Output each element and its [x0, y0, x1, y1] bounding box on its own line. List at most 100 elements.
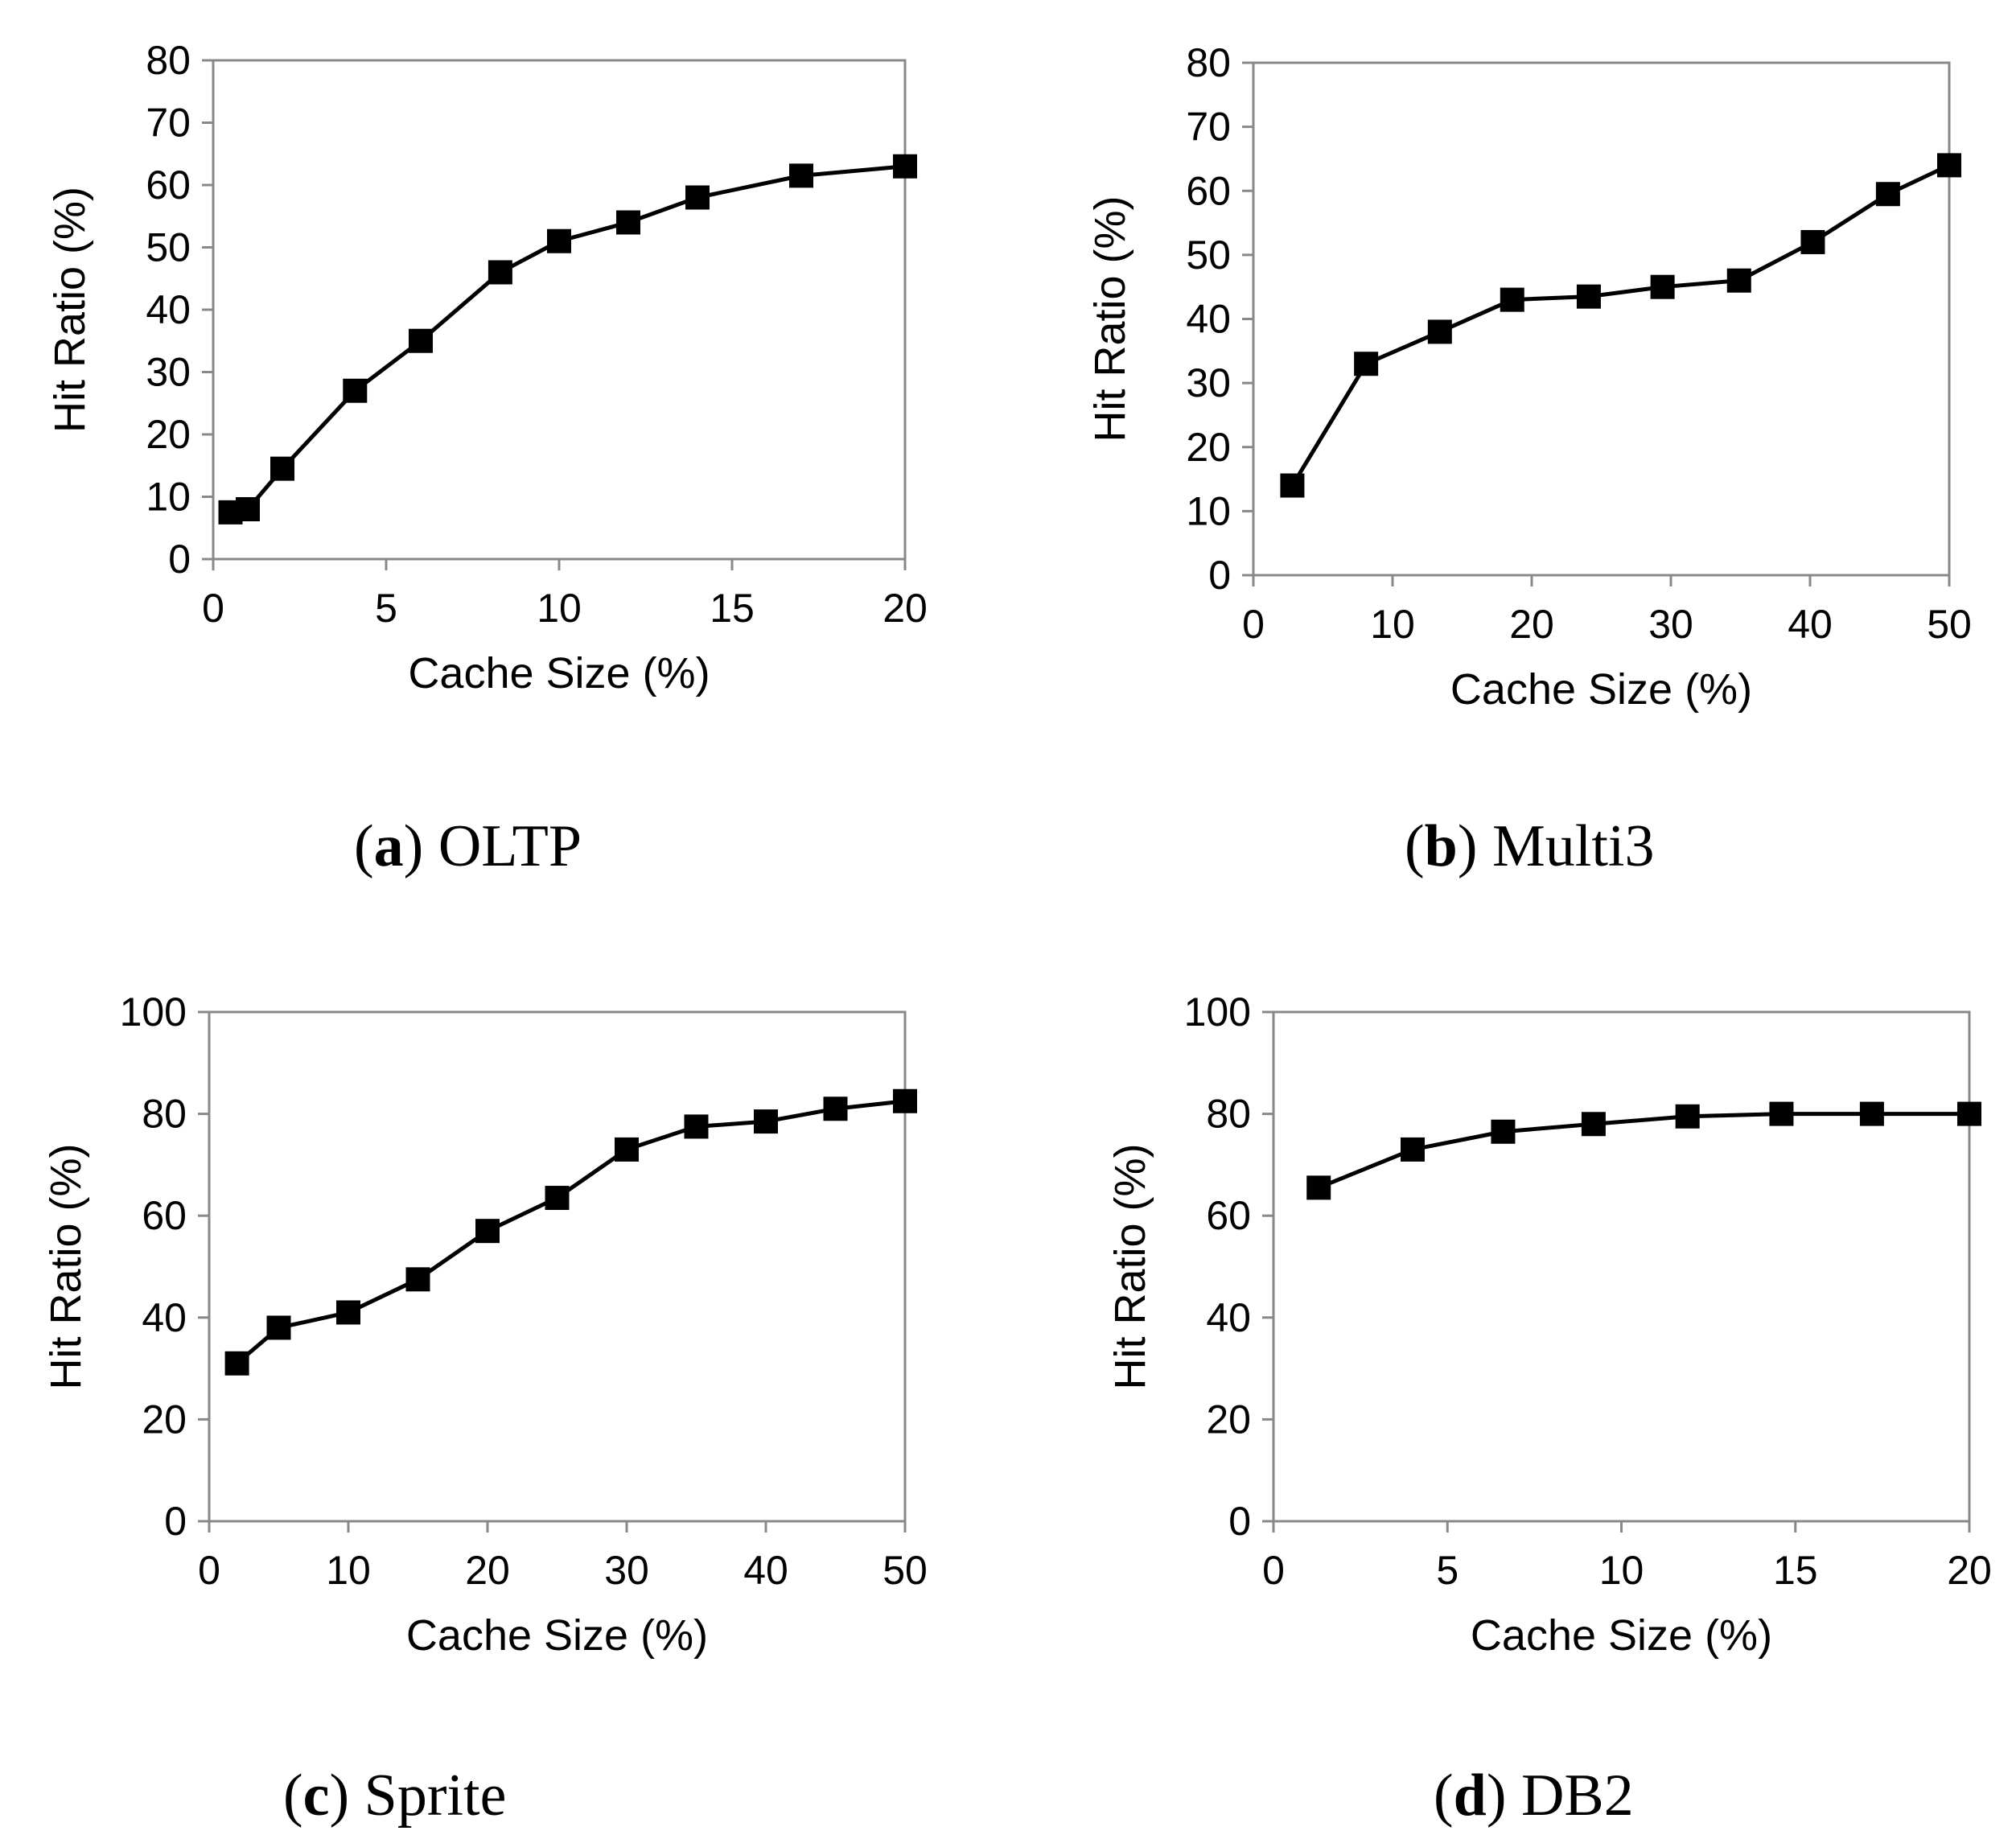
data-point	[893, 1088, 917, 1113]
y-tick-label: 60	[146, 163, 191, 208]
chart-svg-sprite: 0 20 40 60 80 100 0 10 20 30 40 50 Cache Size (%) Hit…	[42, 989, 928, 1660]
data-point	[409, 328, 433, 353]
y-tick-label: 80	[142, 1092, 187, 1137]
data-point	[1491, 1119, 1516, 1144]
data-point	[547, 228, 571, 253]
x-axis-title: Cache Size (%)	[408, 649, 710, 697]
data-point	[236, 497, 260, 521]
x-tick-label: 40	[743, 1548, 788, 1593]
x-tick-label: 5	[375, 586, 397, 631]
y-tick-label: 20	[146, 412, 191, 457]
y-tick-label: 100	[120, 989, 187, 1035]
plot-frame	[1272, 1010, 1971, 1523]
data-point	[1800, 229, 1825, 254]
x-axis-title: Cache Size (%)	[1450, 665, 1752, 714]
data-point	[270, 456, 294, 481]
chart-svg-db2: 0 20 40 60 80 100 0 5 10 15 20 Cache Size (%) Hit Ra…	[1106, 989, 1992, 1660]
data-point	[1581, 1112, 1606, 1137]
series-line	[1290, 163, 1951, 487]
data-point	[1354, 352, 1379, 376]
x-tick-label: 30	[604, 1548, 649, 1593]
y-tick-label: 60	[1206, 1193, 1251, 1238]
y-tick-label: 20	[1206, 1397, 1251, 1442]
data-point	[1937, 153, 1961, 178]
x-tick-label: 10	[326, 1548, 371, 1593]
caption-text: DB2	[1520, 1763, 1634, 1829]
caption-text: Multi3	[1491, 813, 1655, 879]
caption-text: OLTP	[438, 813, 582, 879]
data-point	[1957, 1101, 1981, 1126]
chart-panel-oltp: 0 10 20 30 40 50 60 70 80 0 5 10 15 20 Cache Size (%) H…	[0, 0, 1008, 920]
x-tick-label: 50	[883, 1548, 928, 1593]
data-point	[1306, 1175, 1331, 1200]
data-point	[615, 1137, 639, 1162]
data-point	[1859, 1101, 1884, 1126]
caption-letter: c	[302, 1763, 330, 1829]
y-tick-label: 10	[146, 475, 191, 520]
data-point	[336, 1300, 360, 1325]
x-axis-title: Cache Size (%)	[1471, 1611, 1772, 1660]
y-tick-label: 0	[164, 1499, 187, 1544]
x-tick-label: 0	[202, 586, 224, 631]
caption-letter: b	[1424, 813, 1458, 879]
data-point	[685, 185, 710, 210]
caption-text: Sprite	[364, 1763, 507, 1829]
caption-sprite: (c) Sprite	[283, 1763, 507, 1829]
data-point	[224, 1351, 249, 1376]
data-point	[789, 163, 813, 188]
caption-oltp: (a) OLTP	[354, 813, 582, 879]
y-tick-label: 30	[1186, 360, 1231, 405]
caption-letter: a	[373, 813, 404, 879]
series-line	[1318, 1112, 1969, 1190]
chart-svg-multi3: 0 10 20 30 40 50 60 70 80 0 10 20 30 40 50 Cache Size (…	[1086, 40, 1972, 714]
chart-svg-oltp: 0 10 20 30 40 50 60 70 80 0 5 10 15 20 Cache Size (%) H…	[46, 38, 928, 697]
data-point	[823, 1096, 848, 1121]
chart-panel-db2: 0 20 40 60 80 100 0 5 10 15 20 Cache Size (%) Hit Ra…	[1008, 920, 2016, 1839]
plot-frame	[1252, 61, 1951, 577]
x-tick-label: 0	[1242, 602, 1265, 647]
y-tick-label: 30	[146, 350, 191, 395]
data-point	[475, 1219, 500, 1244]
y-tick-label: 40	[142, 1295, 187, 1340]
y-tick-label: 40	[146, 287, 191, 332]
y-axis-title: Hit Ratio (%)	[42, 1143, 90, 1389]
data-point	[1280, 473, 1305, 498]
data-point	[1875, 182, 1900, 207]
y-tick-label: 50	[1186, 232, 1231, 278]
y-tick-label: 50	[146, 225, 191, 270]
caption-letter: d	[1453, 1763, 1487, 1829]
y-axis-title: Hit Ratio (%)	[1086, 195, 1134, 442]
y-tick-label: 80	[146, 38, 191, 83]
x-tick-label: 30	[1648, 602, 1693, 647]
data-point	[1427, 319, 1452, 344]
x-tick-label: 20	[1509, 602, 1554, 647]
x-tick-label: 10	[1599, 1548, 1644, 1593]
x-tick-label: 10	[537, 586, 582, 631]
y-tick-label: 0	[1208, 553, 1231, 598]
data-point	[754, 1109, 778, 1134]
y-tick-label: 40	[1186, 297, 1231, 342]
data-point	[1500, 287, 1524, 312]
data-point	[1726, 268, 1751, 293]
x-tick-label: 20	[465, 1548, 510, 1593]
y-tick-label: 80	[1206, 1092, 1251, 1137]
y-tick-label: 20	[1186, 425, 1231, 470]
y-tick-label: 70	[1186, 105, 1231, 150]
x-tick-label: 0	[1262, 1548, 1285, 1593]
data-point	[343, 378, 368, 403]
data-point	[1769, 1101, 1794, 1126]
data-point	[266, 1315, 291, 1340]
x-tick-label: 0	[198, 1548, 220, 1593]
data-point	[1650, 274, 1675, 299]
chart-panel-sprite: 0 20 40 60 80 100 0 10 20 30 40 50 Cache Size (%) Hit…	[0, 920, 1008, 1839]
y-tick-label: 100	[1184, 989, 1251, 1035]
y-tick-label: 80	[1186, 40, 1231, 85]
data-point	[1675, 1104, 1700, 1129]
x-axis-title: Cache Size (%)	[406, 1611, 708, 1660]
series-line	[230, 164, 906, 515]
x-tick-label: 15	[1773, 1548, 1818, 1593]
plot-frame	[212, 59, 907, 561]
y-tick-label: 20	[142, 1397, 187, 1442]
x-tick-label: 5	[1436, 1548, 1459, 1593]
